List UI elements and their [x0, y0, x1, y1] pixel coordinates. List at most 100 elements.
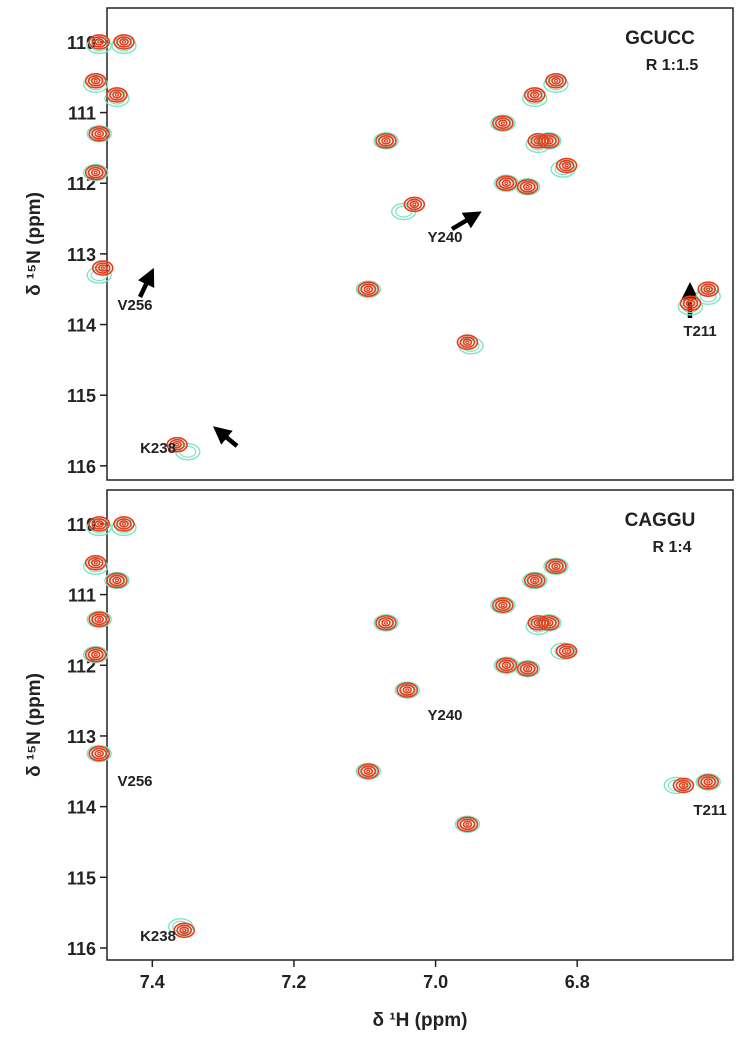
contour-ring	[91, 36, 108, 48]
plot-frame	[106, 7, 734, 481]
contour-ring	[84, 554, 107, 571]
contour-ring	[564, 649, 569, 653]
contour-ring	[86, 610, 112, 629]
y-tick-label: 116	[67, 939, 96, 959]
series	[82, 518, 721, 936]
contour-ring	[527, 615, 550, 631]
contour-ring	[355, 280, 382, 298]
contour-ring	[516, 178, 539, 195]
y-tick-label: 115	[67, 868, 96, 888]
contour-ring	[522, 182, 533, 191]
contour-ring	[495, 599, 511, 612]
contour-ring	[357, 763, 380, 780]
x-axis-label: δ ¹H (ppm)	[373, 1010, 468, 1031]
contour-ring	[546, 621, 551, 625]
peak	[555, 157, 578, 174]
contour-ring	[551, 76, 561, 85]
contour-ring	[548, 74, 564, 87]
contour-ring	[94, 615, 105, 624]
peak	[456, 816, 479, 833]
contour-ring	[363, 285, 374, 294]
contour-ring	[88, 745, 111, 762]
chart-subtitle: R 1:1.5	[646, 57, 699, 74]
peak	[84, 164, 107, 181]
peak	[396, 682, 419, 698]
contour-ring	[373, 132, 399, 150]
peak	[84, 646, 107, 663]
contour-ring	[109, 89, 125, 101]
y-tick-label: 110	[67, 33, 96, 53]
contour-ring	[116, 518, 132, 530]
contour-ring	[360, 765, 377, 778]
contour-ring	[121, 40, 127, 44]
contour-ring	[462, 820, 473, 829]
contour-ring	[94, 749, 105, 758]
contour-ring	[545, 558, 567, 575]
contour-ring	[113, 516, 135, 532]
contour-ring	[88, 34, 111, 50]
contour-ring	[91, 127, 108, 140]
contour-ring	[112, 91, 122, 99]
peak	[375, 615, 397, 631]
contour-ring	[529, 576, 540, 585]
peak	[113, 34, 135, 50]
series	[84, 34, 720, 453]
contour-ring	[544, 137, 554, 145]
contour-ring	[541, 617, 557, 629]
peak	[538, 615, 560, 631]
contour-ring	[375, 615, 397, 631]
peak	[106, 572, 128, 589]
contour-ring	[706, 287, 711, 292]
y-tick-label: 111	[68, 586, 96, 606]
contour-ring	[121, 522, 127, 526]
contour-ring	[532, 578, 537, 583]
peak	[545, 72, 567, 89]
contour-ring	[501, 179, 512, 188]
peak	[88, 516, 111, 532]
contour-ring	[523, 87, 546, 103]
contour-ring	[538, 615, 560, 631]
contour-ring	[383, 139, 389, 143]
peak	[375, 133, 397, 149]
peak	[697, 774, 720, 790]
chart-subtitle: R 1:4	[652, 539, 691, 556]
contour-ring	[706, 780, 711, 784]
x-tick-label: 6.8	[565, 972, 590, 992]
contour-ring	[179, 926, 189, 935]
peak	[555, 643, 578, 659]
contour-ring	[378, 617, 394, 629]
contour-ring	[396, 682, 419, 698]
peak	[357, 281, 380, 298]
contour-ring	[87, 74, 104, 87]
contour-ring	[87, 648, 104, 661]
peak	[492, 597, 514, 614]
contour-ring	[94, 262, 111, 274]
contour-ring	[394, 681, 420, 699]
contour-ring	[373, 614, 399, 632]
contour-ring	[561, 161, 572, 170]
contour-ring	[383, 621, 389, 625]
contour-ring	[360, 283, 377, 296]
contour-ring	[519, 180, 536, 193]
contour-ring	[681, 783, 686, 788]
peak-label: V256	[117, 773, 152, 790]
contour-ring	[97, 617, 102, 622]
contour-ring	[526, 574, 543, 587]
contour-ring	[555, 157, 578, 174]
arrows	[137, 211, 699, 448]
contour-ring	[456, 816, 479, 833]
contour-ring	[459, 336, 476, 349]
contour-ring	[94, 38, 105, 46]
peak	[88, 611, 111, 628]
contour-ring	[87, 556, 104, 569]
contour-ring	[695, 773, 721, 791]
contour-ring	[176, 924, 192, 937]
peak	[516, 661, 539, 677]
contour-ring	[454, 815, 481, 834]
contour-ring	[84, 646, 107, 663]
contour-ring	[527, 133, 550, 149]
contour-ring	[529, 91, 540, 99]
contour-ring	[490, 114, 516, 132]
contour-ring	[86, 125, 112, 143]
contour-ring	[672, 777, 695, 794]
